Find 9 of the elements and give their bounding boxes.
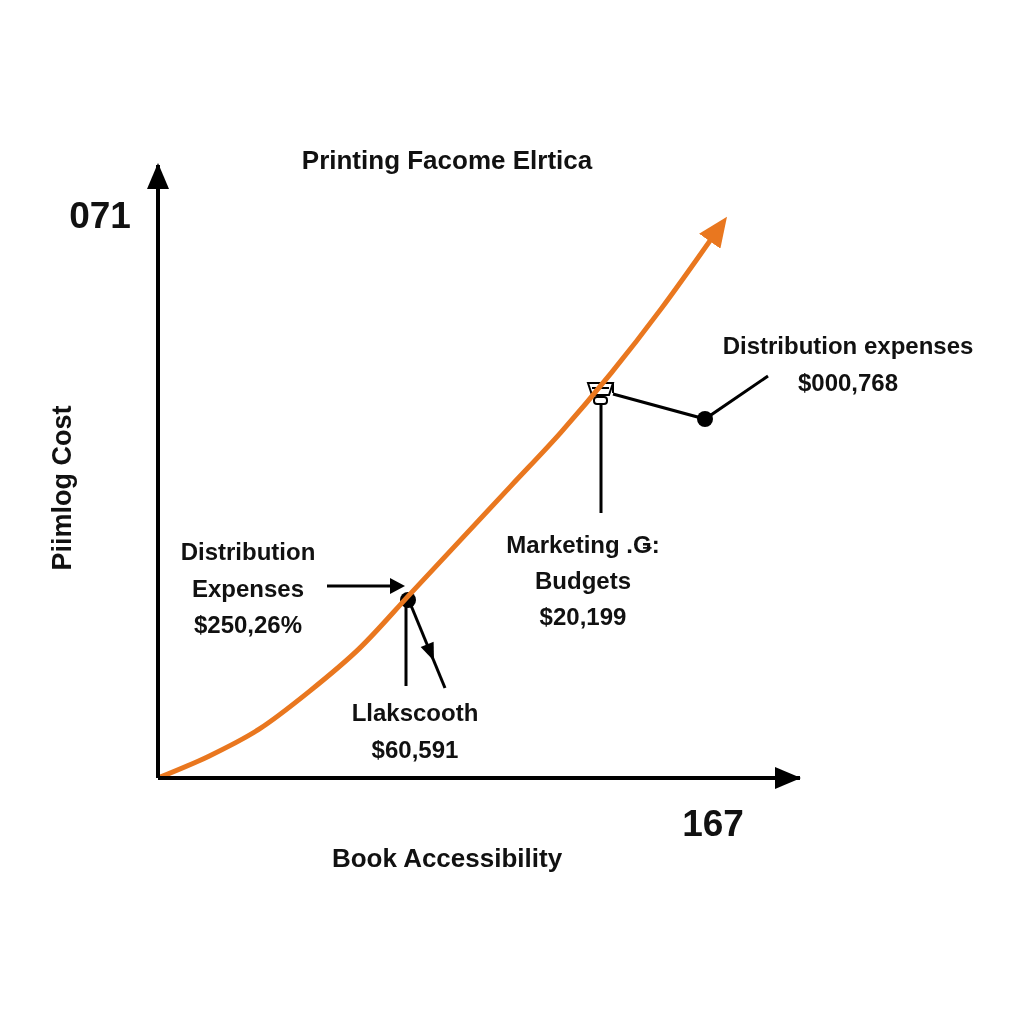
- chart-title: Printing Facome Elrtica: [301, 145, 593, 175]
- x-axis-title: Book Accessibility: [331, 843, 563, 873]
- text: 071: [69, 195, 131, 236]
- y-axis-title: Piimlog Cost: [47, 405, 77, 571]
- text: 167: [682, 803, 744, 844]
- annotation: Distribution expenses $000,768: [722, 332, 974, 396]
- annotation: Distribution Expenses $250,26%: [180, 538, 316, 638]
- annotation: Marketing .Ǥ: Budgets $20,199: [506, 531, 660, 630]
- annotation: Llakscooth $60,591: [351, 699, 479, 763]
